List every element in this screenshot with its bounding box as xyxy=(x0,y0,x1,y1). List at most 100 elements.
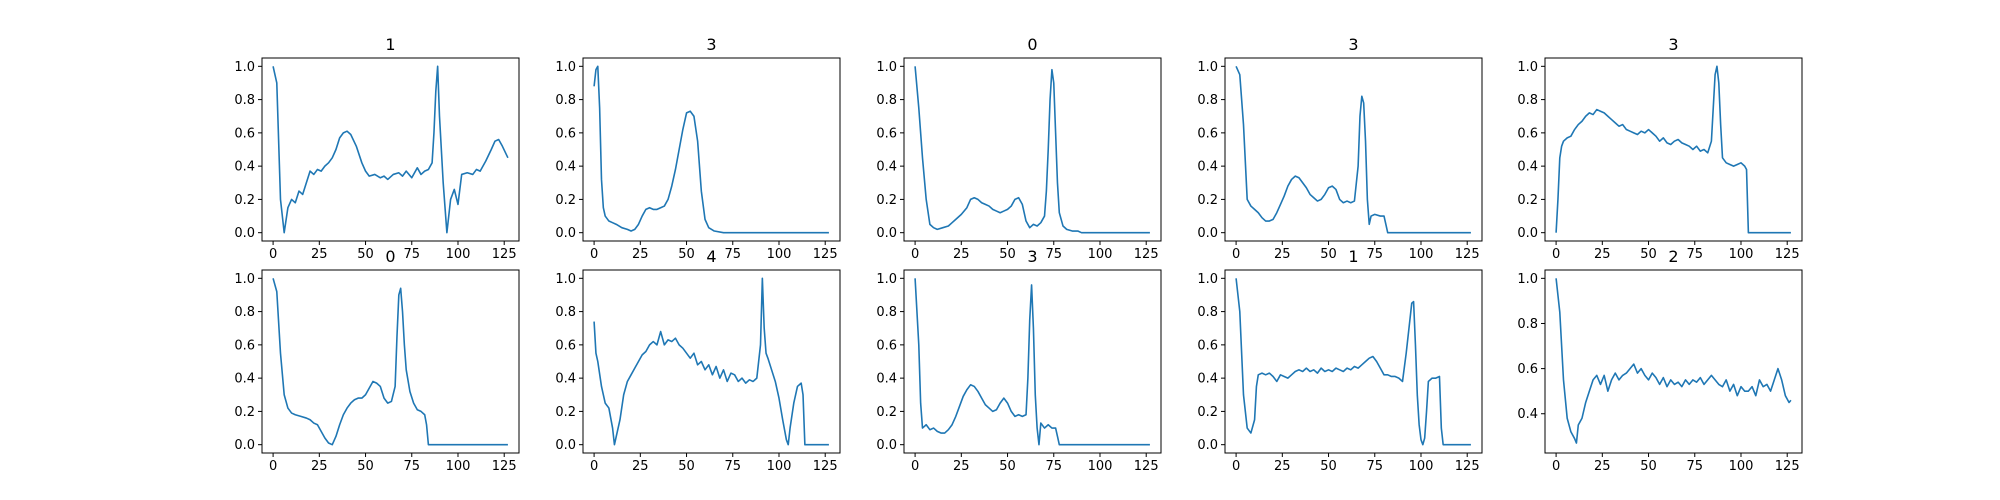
x-tick-label: 100 xyxy=(767,247,792,262)
subplot-title: 0 xyxy=(1027,35,1037,54)
x-tick-label: 125 xyxy=(813,247,838,262)
x-tick-label: 25 xyxy=(1594,247,1611,262)
y-tick-label: 0.0 xyxy=(1197,226,1218,241)
y-tick-label: 0.0 xyxy=(876,438,897,453)
subplot-6: 0 0 25 50 75 100 125 0.0 0.2 0.4 0.6 0.8 1.0 xyxy=(234,247,520,474)
y-tick-label: 0.6 xyxy=(555,126,576,141)
y-tick-label: 0.4 xyxy=(1517,407,1538,422)
x-tick-label: 125 xyxy=(1775,247,1800,262)
subplot-title: 1 xyxy=(385,35,395,54)
subplot-8: 3 0 25 50 75 100 125 0.0 0.2 0.4 0.6 0.8 1.0 xyxy=(876,247,1162,474)
subplot-title: 4 xyxy=(706,247,716,266)
y-tick-label: 0.8 xyxy=(876,93,897,108)
x-tick-label: 0 xyxy=(269,247,277,262)
axes-frame xyxy=(1224,269,1483,454)
x-tick-label: 125 xyxy=(1775,459,1800,474)
x-tick-label: 25 xyxy=(311,247,328,262)
subplot-10: 2 0 25 50 75 100 125 0.4 0.6 0.8 1.0 xyxy=(1517,247,1803,474)
x-tick-label: 0 xyxy=(911,247,919,262)
y-tick-label: 0.2 xyxy=(876,405,897,420)
y-tick-label: 0.2 xyxy=(234,193,255,208)
series-line xyxy=(1235,278,1471,446)
y-tick-label: 0.6 xyxy=(234,338,255,353)
y-tick-label: 0.4 xyxy=(876,160,897,175)
x-tick-label: 25 xyxy=(1274,247,1291,262)
x-tick-label: 50 xyxy=(1640,459,1657,474)
x-tick-label: 0 xyxy=(1552,459,1560,474)
y-tick-label: 1.0 xyxy=(555,60,576,75)
subplot-title: 3 xyxy=(1348,35,1358,54)
series-line xyxy=(593,277,829,446)
x-tick-label: 100 xyxy=(1088,459,1113,474)
x-tick-label: 75 xyxy=(1045,459,1062,474)
y-tick-label: 0.2 xyxy=(1197,193,1218,208)
y-tick-label: 0.4 xyxy=(876,372,897,387)
x-tick-label: 25 xyxy=(311,459,328,474)
y-tick-label: 0.4 xyxy=(1197,372,1218,387)
x-tick-label: 100 xyxy=(446,459,471,474)
x-tick-label: 0 xyxy=(911,459,919,474)
y-tick-label: 0.2 xyxy=(1197,405,1218,420)
series-line xyxy=(1555,65,1791,234)
x-tick-label: 75 xyxy=(1045,247,1062,262)
x-tick-label: 100 xyxy=(767,459,792,474)
y-tick-label: 0.4 xyxy=(234,372,255,387)
x-tick-label: 50 xyxy=(357,247,374,262)
y-tick-label: 0.2 xyxy=(555,405,576,420)
x-tick-label: 0 xyxy=(1232,459,1240,474)
x-tick-label: 100 xyxy=(1729,459,1754,474)
series-line xyxy=(272,278,508,446)
y-tick-label: 1.0 xyxy=(1517,60,1538,75)
y-tick-label: 0.6 xyxy=(876,338,897,353)
axes-frame xyxy=(261,269,520,454)
x-tick-label: 50 xyxy=(999,459,1016,474)
x-tick-label: 75 xyxy=(403,247,420,262)
axes-frame xyxy=(1544,57,1803,242)
y-tick-label: 0.6 xyxy=(876,126,897,141)
series-line xyxy=(593,65,829,234)
y-tick-label: 1.0 xyxy=(876,60,897,75)
y-tick-label: 0.6 xyxy=(555,338,576,353)
axes-frame xyxy=(582,269,841,454)
x-tick-label: 100 xyxy=(1729,247,1754,262)
x-tick-label: 75 xyxy=(1686,247,1703,262)
y-tick-label: 0.4 xyxy=(555,372,576,387)
y-tick-label: 0.4 xyxy=(1197,160,1218,175)
y-tick-label: 0.0 xyxy=(555,226,576,241)
x-tick-label: 0 xyxy=(1232,247,1240,262)
x-tick-label: 25 xyxy=(632,459,649,474)
y-tick-label: 0.0 xyxy=(1517,226,1538,241)
x-tick-label: 25 xyxy=(953,247,970,262)
x-tick-label: 75 xyxy=(1686,459,1703,474)
y-tick-label: 0.8 xyxy=(1517,93,1538,108)
x-tick-label: 50 xyxy=(1640,247,1657,262)
x-tick-label: 25 xyxy=(953,459,970,474)
y-tick-label: 0.6 xyxy=(1517,362,1538,377)
y-tick-label: 0.4 xyxy=(234,160,255,175)
y-tick-label: 1.0 xyxy=(555,272,576,287)
y-tick-label: 0.8 xyxy=(555,93,576,108)
y-tick-label: 0.6 xyxy=(1197,338,1218,353)
y-tick-label: 1.0 xyxy=(234,60,255,75)
x-tick-label: 50 xyxy=(678,459,695,474)
x-tick-label: 75 xyxy=(403,459,420,474)
x-tick-label: 125 xyxy=(813,459,838,474)
x-tick-label: 125 xyxy=(1455,459,1480,474)
y-tick-label: 0.6 xyxy=(234,126,255,141)
y-tick-label: 0.8 xyxy=(234,305,255,320)
x-tick-label: 125 xyxy=(1455,247,1480,262)
subplot-4: 3 0 25 50 75 100 125 0.0 0.2 0.4 0.6 0.8 1.0 xyxy=(1197,35,1483,262)
y-tick-label: 1.0 xyxy=(234,272,255,287)
y-tick-label: 0.0 xyxy=(876,226,897,241)
subplot-title: 3 xyxy=(1668,35,1678,54)
series-line xyxy=(1235,65,1471,234)
y-tick-label: 0.2 xyxy=(555,193,576,208)
x-tick-label: 75 xyxy=(1366,459,1383,474)
axes-frame xyxy=(582,57,841,242)
x-tick-label: 125 xyxy=(492,459,517,474)
x-tick-label: 25 xyxy=(632,247,649,262)
axes-frame xyxy=(1544,269,1803,454)
y-tick-label: 0.6 xyxy=(1517,126,1538,141)
x-tick-label: 100 xyxy=(446,247,471,262)
